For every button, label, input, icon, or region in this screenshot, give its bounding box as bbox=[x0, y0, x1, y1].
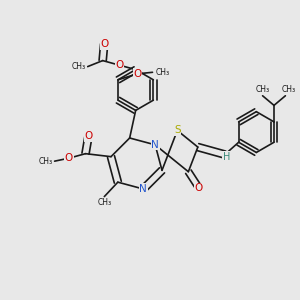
Text: O: O bbox=[115, 60, 123, 70]
Text: N: N bbox=[140, 184, 147, 194]
Text: N: N bbox=[151, 140, 159, 150]
Text: O: O bbox=[134, 69, 142, 79]
Text: O: O bbox=[84, 131, 93, 141]
Text: CH₃: CH₃ bbox=[97, 198, 111, 207]
Text: CH₃: CH₃ bbox=[155, 68, 170, 77]
Text: S: S bbox=[174, 125, 181, 136]
Text: CH₃: CH₃ bbox=[256, 85, 270, 94]
Text: O: O bbox=[100, 39, 108, 49]
Text: CH₃: CH₃ bbox=[281, 85, 296, 94]
Text: O: O bbox=[195, 183, 203, 193]
Text: O: O bbox=[65, 153, 73, 163]
Text: H: H bbox=[223, 152, 230, 162]
Text: CH₃: CH₃ bbox=[72, 62, 86, 71]
Text: CH₃: CH₃ bbox=[39, 157, 53, 166]
